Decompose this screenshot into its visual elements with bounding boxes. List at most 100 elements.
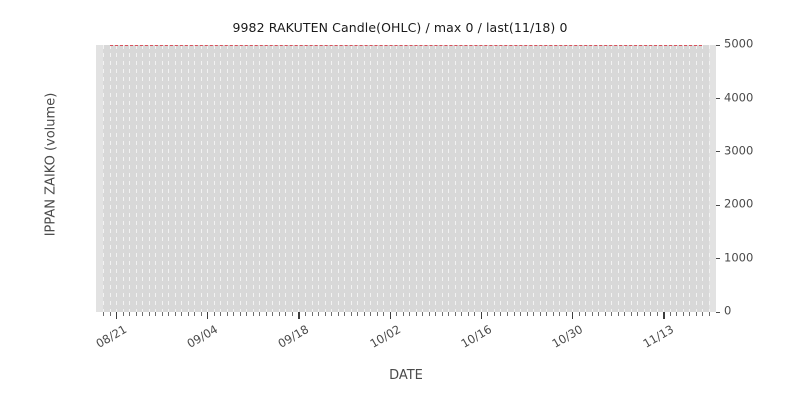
- x-tick-minor: [409, 312, 411, 316]
- x-tick-minor: [103, 312, 104, 316]
- x-tick-minor: [285, 312, 287, 316]
- x-tick-minor: [305, 312, 306, 316]
- x-tick-minor: [220, 312, 222, 316]
- x-tick-minor: [174, 312, 176, 316]
- x-tick-minor: [695, 312, 697, 316]
- gridline: [265, 45, 267, 312]
- gridline: [357, 45, 359, 312]
- x-tick-minor: [161, 312, 163, 316]
- x-tick-label: 08/21: [93, 322, 130, 351]
- gridline: [109, 45, 111, 312]
- x-tick-minor: [689, 312, 691, 316]
- gridline: [552, 45, 554, 312]
- x-tick-minor: [546, 312, 548, 316]
- gridline: [116, 45, 118, 312]
- gridline: [129, 45, 131, 312]
- y-tick-label: 1000: [724, 250, 754, 265]
- gridline: [252, 45, 254, 312]
- x-tick-minor: [591, 312, 593, 316]
- x-tick-minor: [598, 312, 600, 316]
- gridline: [194, 45, 196, 312]
- x-tick-minor: [474, 312, 476, 316]
- gridline: [135, 45, 137, 312]
- gridline: [148, 45, 150, 312]
- x-tick-minor: [611, 312, 613, 316]
- x-tick-minor: [142, 312, 144, 316]
- x-tick-minor: [155, 312, 157, 316]
- x-tick-minor: [682, 312, 684, 316]
- gridline: [585, 45, 587, 312]
- y-tick-mark: [716, 44, 720, 46]
- x-tick-minor: [213, 312, 215, 316]
- x-tick-minor: [363, 312, 365, 316]
- plot-area[interactable]: [96, 45, 716, 312]
- x-tick-minor: [669, 312, 671, 316]
- x-tick-minor: [331, 312, 333, 316]
- x-tick-minor: [278, 312, 280, 316]
- y-tick-label: 0: [724, 303, 732, 318]
- gridline: [122, 45, 124, 312]
- gridline: [239, 45, 241, 312]
- chart-title: 9982 RAKUTEN Candle(OHLC) / max 0 / last…: [232, 20, 568, 35]
- gridline: [565, 45, 567, 312]
- x-tick-minor: [226, 312, 228, 316]
- x-tick-minor: [324, 312, 326, 316]
- gridline: [487, 45, 489, 312]
- x-tick-minor: [624, 312, 626, 316]
- x-tick-minor: [252, 312, 254, 316]
- x-tick-minor: [187, 312, 189, 316]
- gridline: [155, 45, 157, 312]
- x-tick-minor: [709, 312, 710, 316]
- gridline: [402, 45, 404, 312]
- x-tick-minor: [135, 312, 137, 316]
- gridline: [656, 45, 658, 312]
- gridline: [474, 45, 476, 312]
- x-tick-minor: [148, 312, 150, 316]
- gridline: [344, 45, 346, 312]
- x-tick-minor: [702, 312, 704, 316]
- x-tick-minor: [539, 312, 541, 316]
- x-tick-minor: [129, 312, 131, 316]
- x-tick-minor: [520, 312, 522, 316]
- series-line-ippan-zaiko: [110, 45, 702, 46]
- x-tick-minor: [585, 312, 587, 316]
- x-tick-major: [207, 312, 209, 319]
- x-tick-minor: [428, 312, 430, 316]
- x-tick-minor: [239, 312, 241, 316]
- gridline: [513, 45, 515, 312]
- x-tick-label: 10/30: [549, 322, 586, 351]
- gridline: [422, 45, 424, 312]
- x-tick-minor: [415, 312, 417, 316]
- x-tick-label: 10/16: [458, 322, 495, 351]
- gridline: [448, 45, 450, 312]
- x-tick-major: [480, 312, 483, 319]
- gridline: [376, 45, 378, 312]
- gridline: [226, 45, 228, 312]
- y-tick-label: 4000: [724, 90, 754, 105]
- y-tick-mark: [716, 258, 720, 260]
- gridline: [200, 45, 202, 312]
- x-tick-minor: [233, 312, 235, 316]
- x-tick-minor: [370, 312, 372, 316]
- gridline: [272, 45, 274, 312]
- gridline: [311, 45, 313, 312]
- gridline: [318, 45, 320, 312]
- x-tick-minor: [493, 312, 495, 316]
- gridline: [578, 45, 580, 312]
- vertical-gridlines: [103, 45, 710, 312]
- x-tick-minor: [565, 312, 567, 316]
- x-tick-minor: [383, 312, 385, 316]
- x-tick-label: 10/02: [367, 322, 403, 351]
- gridline: [363, 45, 365, 312]
- x-tick-minor: [526, 312, 528, 316]
- gridline: [572, 45, 574, 312]
- plot-inner-background: [103, 45, 710, 312]
- gridline: [441, 45, 443, 312]
- x-tick-minor: [357, 312, 359, 316]
- gridline: [142, 45, 144, 312]
- gridline: [689, 45, 691, 312]
- gridline: [637, 45, 639, 312]
- x-tick-minor: [194, 312, 196, 316]
- x-tick-label: 09/18: [275, 322, 312, 351]
